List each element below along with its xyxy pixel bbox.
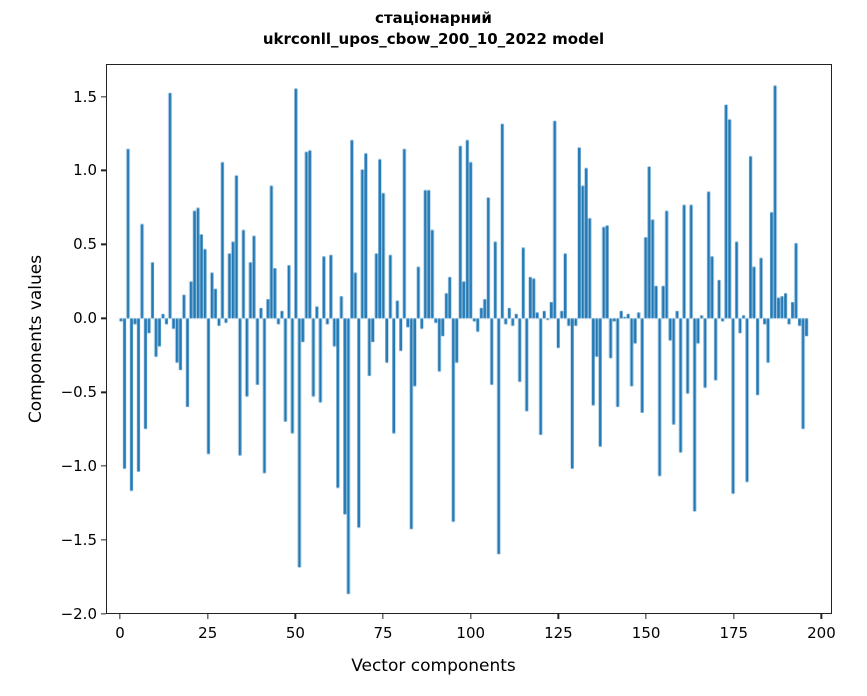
x-tick-label: 200 xyxy=(807,624,836,642)
x-tick-mark xyxy=(645,614,647,619)
x-tick-mark xyxy=(382,614,384,619)
y-tick-label: −2.0 xyxy=(60,605,97,623)
chart-title-line2: ukrconll_upos_cbow_200_10_2022 model xyxy=(262,30,605,48)
y-tick-mark xyxy=(101,465,106,467)
x-axis-label: Vector components xyxy=(351,656,516,676)
y-tick-mark xyxy=(101,317,106,319)
y-tick-mark xyxy=(101,539,106,541)
x-tick-label: 25 xyxy=(198,624,218,642)
x-tick-label: 50 xyxy=(285,624,305,642)
y-tick-label: −1.5 xyxy=(60,531,97,550)
y-tick-mark xyxy=(101,613,106,615)
x-tick-mark xyxy=(119,614,121,619)
y-tick-mark xyxy=(101,391,106,393)
x-tick-label: 150 xyxy=(631,624,661,642)
x-tick-label: 125 xyxy=(544,624,573,642)
bar-series xyxy=(107,65,831,613)
y-tick-label: −1.0 xyxy=(60,457,97,476)
plot-area xyxy=(106,64,832,614)
y-tick-label: 0.5 xyxy=(73,235,97,254)
y-tick-label: 1.5 xyxy=(73,87,97,106)
x-tick-mark xyxy=(557,614,560,619)
x-tick-mark xyxy=(733,614,735,619)
x-tick-label: 75 xyxy=(373,624,393,642)
y-tick-label: −0.5 xyxy=(60,383,97,402)
chart-title-line1: стаціонарний xyxy=(375,9,492,27)
y-tick-label: 0.0 xyxy=(73,309,97,328)
chart-title: стаціонарний ukrconll_upos_cbow_200_10_2… xyxy=(0,8,867,50)
x-tick-label: 100 xyxy=(456,624,486,642)
y-tick-mark xyxy=(101,169,106,172)
x-tick-label: 0 xyxy=(115,624,125,642)
y-tick-mark xyxy=(101,243,106,246)
x-tick-mark xyxy=(470,614,472,619)
x-tick-label: 175 xyxy=(719,624,749,642)
x-tick-mark xyxy=(207,614,209,619)
x-tick-mark xyxy=(820,614,823,619)
y-tick-label: 1.0 xyxy=(73,161,97,180)
x-tick-mark xyxy=(294,614,297,619)
y-tick-mark xyxy=(101,95,106,98)
